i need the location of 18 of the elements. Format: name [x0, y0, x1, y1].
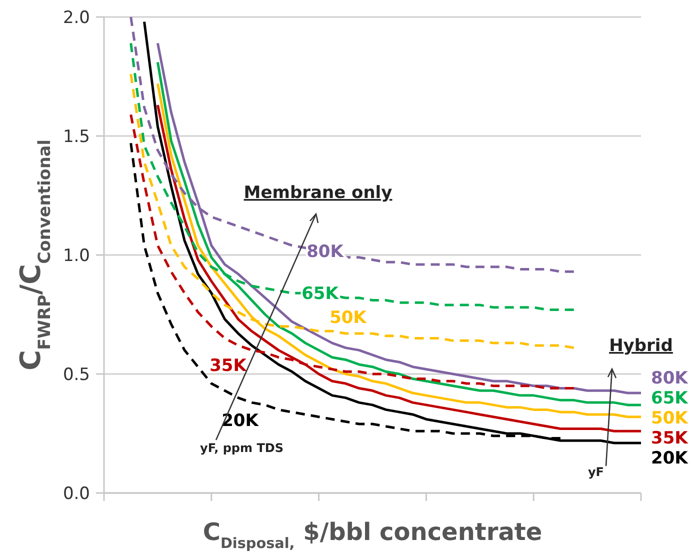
- y-tick-label: 0.5: [62, 364, 90, 385]
- y-tick-label: 2.0: [62, 8, 90, 28]
- series-label: 80K: [651, 368, 689, 389]
- series-label: 35K: [210, 356, 248, 376]
- series-label: 65K: [651, 388, 689, 409]
- x-axis-title: C$_{Disposal,}$ $/bbl concentrate: [202, 518, 542, 552]
- y-tick-label: 1.0: [62, 246, 90, 266]
- series-label: 35K: [651, 428, 689, 449]
- annotation: yF: [588, 465, 604, 479]
- series-label: 20K: [651, 448, 689, 469]
- y-tick-label: 1.5: [62, 126, 90, 147]
- series-label: 50K: [330, 308, 368, 328]
- series-label: 20K: [222, 410, 260, 431]
- series-label: 50K: [651, 408, 689, 429]
- annotation: yF, ppm TDS: [200, 441, 284, 455]
- annotation: Membrane only: [244, 183, 392, 203]
- y-tick-label: 0.0: [62, 484, 90, 504]
- annotation: Hybrid: [609, 336, 673, 356]
